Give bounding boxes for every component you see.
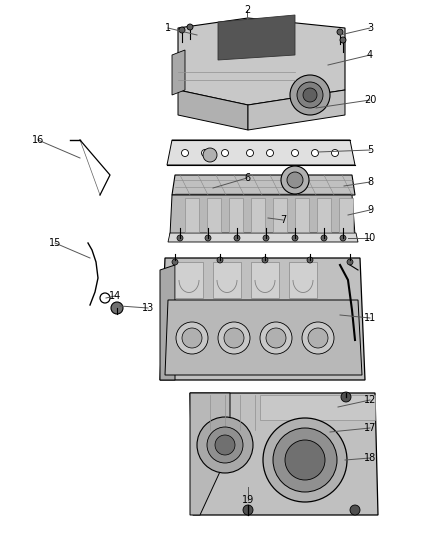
Polygon shape xyxy=(251,262,279,298)
Circle shape xyxy=(340,235,346,241)
Polygon shape xyxy=(160,265,175,380)
Text: 7: 7 xyxy=(280,215,286,225)
Text: 2: 2 xyxy=(244,5,250,15)
Circle shape xyxy=(285,440,325,480)
Polygon shape xyxy=(178,18,345,105)
Circle shape xyxy=(308,328,328,348)
Polygon shape xyxy=(339,198,353,232)
Polygon shape xyxy=(172,175,355,195)
Circle shape xyxy=(197,417,253,473)
Polygon shape xyxy=(229,198,243,232)
Polygon shape xyxy=(170,195,355,235)
Text: 11: 11 xyxy=(364,313,376,323)
Polygon shape xyxy=(213,262,241,298)
Circle shape xyxy=(177,235,183,241)
Circle shape xyxy=(181,149,188,157)
Circle shape xyxy=(218,322,250,354)
Text: 10: 10 xyxy=(364,233,376,243)
Polygon shape xyxy=(178,90,248,130)
Polygon shape xyxy=(168,233,358,242)
Circle shape xyxy=(263,418,347,502)
Polygon shape xyxy=(160,258,365,380)
Circle shape xyxy=(187,24,193,30)
Text: 20: 20 xyxy=(364,95,376,105)
Polygon shape xyxy=(317,198,331,232)
Text: 9: 9 xyxy=(367,205,373,215)
Text: 19: 19 xyxy=(242,495,254,505)
Text: 1: 1 xyxy=(165,23,171,33)
Text: 16: 16 xyxy=(32,135,44,145)
Text: 4: 4 xyxy=(367,50,373,60)
Polygon shape xyxy=(260,395,375,420)
Circle shape xyxy=(222,149,229,157)
Circle shape xyxy=(273,428,337,492)
Circle shape xyxy=(321,235,327,241)
Polygon shape xyxy=(190,393,230,515)
Polygon shape xyxy=(295,198,309,232)
Polygon shape xyxy=(273,198,287,232)
Polygon shape xyxy=(175,262,203,298)
Circle shape xyxy=(337,29,343,35)
Circle shape xyxy=(234,235,240,241)
Text: 15: 15 xyxy=(49,238,61,248)
Circle shape xyxy=(217,257,223,263)
Circle shape xyxy=(247,149,254,157)
Polygon shape xyxy=(251,198,265,232)
Circle shape xyxy=(290,75,330,115)
Polygon shape xyxy=(165,300,362,375)
Circle shape xyxy=(292,235,298,241)
Text: 3: 3 xyxy=(367,23,373,33)
Polygon shape xyxy=(185,198,199,232)
Circle shape xyxy=(281,166,309,194)
Circle shape xyxy=(182,328,202,348)
Text: 13: 13 xyxy=(142,303,154,313)
Circle shape xyxy=(205,235,211,241)
Circle shape xyxy=(287,172,303,188)
Circle shape xyxy=(307,257,313,263)
Circle shape xyxy=(340,37,346,43)
Circle shape xyxy=(266,328,286,348)
Circle shape xyxy=(224,328,244,348)
Circle shape xyxy=(263,235,269,241)
Circle shape xyxy=(260,322,292,354)
Text: 18: 18 xyxy=(364,453,376,463)
Circle shape xyxy=(303,88,317,102)
Text: 17: 17 xyxy=(364,423,376,433)
Circle shape xyxy=(201,149,208,157)
Circle shape xyxy=(262,257,268,263)
Polygon shape xyxy=(218,15,295,60)
Polygon shape xyxy=(248,90,345,130)
Circle shape xyxy=(311,149,318,157)
Circle shape xyxy=(176,322,208,354)
Circle shape xyxy=(347,259,353,265)
Circle shape xyxy=(207,427,243,463)
Circle shape xyxy=(266,149,273,157)
Circle shape xyxy=(332,149,339,157)
Circle shape xyxy=(350,505,360,515)
Circle shape xyxy=(215,435,235,455)
Text: 5: 5 xyxy=(367,145,373,155)
Circle shape xyxy=(341,392,351,402)
Polygon shape xyxy=(207,198,221,232)
Text: 8: 8 xyxy=(367,177,373,187)
Circle shape xyxy=(292,149,299,157)
Text: 6: 6 xyxy=(244,173,250,183)
Polygon shape xyxy=(172,50,185,95)
Polygon shape xyxy=(289,262,317,298)
Text: 12: 12 xyxy=(364,395,376,405)
Circle shape xyxy=(172,259,178,265)
Polygon shape xyxy=(167,140,355,165)
Circle shape xyxy=(297,82,323,108)
Text: 14: 14 xyxy=(109,291,121,301)
Circle shape xyxy=(179,27,185,33)
Circle shape xyxy=(302,322,334,354)
Circle shape xyxy=(111,302,123,314)
Circle shape xyxy=(243,505,253,515)
Circle shape xyxy=(203,148,217,162)
Polygon shape xyxy=(190,393,378,515)
